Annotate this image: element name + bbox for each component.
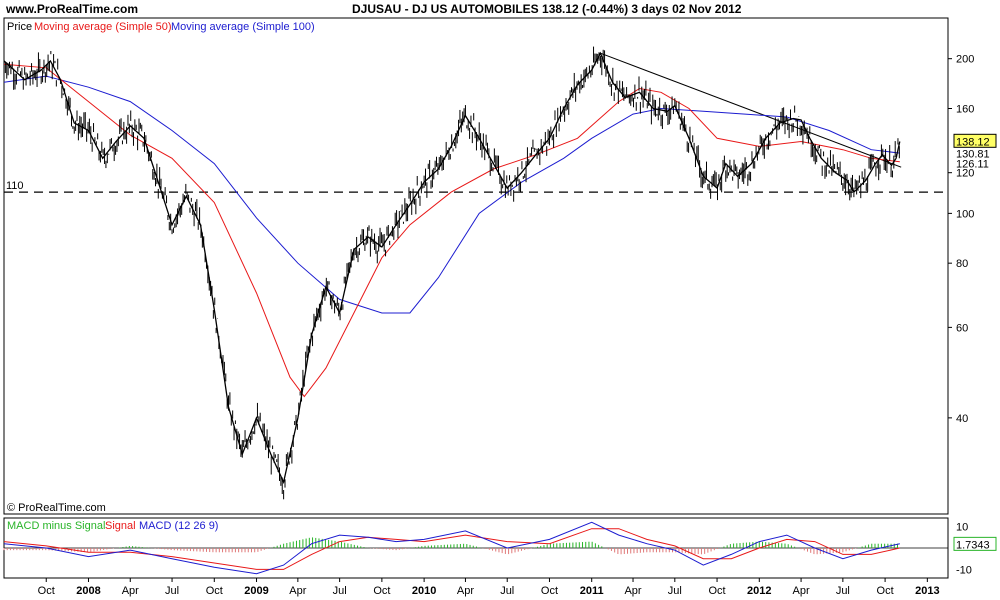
chart-header: www.ProRealTime.com DJUSAU - DJ US AUTOM… <box>0 0 1000 18</box>
x-tick-label: 2013 <box>915 585 939 597</box>
price-y-tick-label: 120 <box>956 168 974 180</box>
x-tick-label: Jul <box>500 585 514 597</box>
resistance-trendline <box>600 52 902 168</box>
macd-y-tick-label: 10 <box>956 522 968 534</box>
x-tick-label: 2008 <box>76 585 100 597</box>
macd-last-value-box <box>953 536 997 551</box>
x-tick-label: Apr <box>793 585 810 597</box>
legend-ma50: Moving average (Simple 50) <box>34 21 172 33</box>
price-panel-frame <box>3 17 949 515</box>
macd-line <box>3 521 900 575</box>
x-tick-label: 2011 <box>580 585 604 597</box>
x-tick-label: Jul <box>165 585 179 597</box>
x-tick-label: Apr <box>457 585 474 597</box>
x-tick-label: Oct <box>877 585 894 597</box>
price-y-tick-label: 100 <box>956 208 974 220</box>
price-y-tick-label: 160 <box>956 103 974 115</box>
macd-last-value: 1.7343 <box>956 539 990 551</box>
signal-line <box>3 528 900 570</box>
x-tick-label: Apr <box>122 585 139 597</box>
x-tick-label: Oct <box>708 585 725 597</box>
legend-signal: Signal <box>105 520 136 532</box>
last-price-box <box>953 133 997 148</box>
x-tick-label: 2009 <box>244 585 268 597</box>
x-tick-label: 2012 <box>747 585 771 597</box>
ma50-value-label: 126.11 <box>956 158 989 170</box>
watermark: © ProRealTime.com <box>7 502 106 514</box>
x-tick-label: Jul <box>836 585 850 597</box>
x-tick-label: Apr <box>289 585 306 597</box>
legend-price: Price <box>7 21 32 33</box>
price-y-tick-label: 80 <box>956 258 968 270</box>
x-tick-label: Oct <box>206 585 223 597</box>
ma50-line <box>3 63 900 398</box>
site-name: www.ProRealTime.com <box>6 2 139 16</box>
macd-y-tick-label: -10 <box>956 564 972 576</box>
ma100-value-label: 130.81 <box>956 148 990 160</box>
x-tick-label: Apr <box>624 585 641 597</box>
price-y-tick-label: 40 <box>956 413 968 425</box>
last-price-label: 138.12 <box>956 136 990 148</box>
x-tick-label: Jul <box>668 585 682 597</box>
legend-macd-minus-signal: MACD minus Signal <box>7 520 105 532</box>
support-line-label: 110 <box>6 180 24 192</box>
price-line <box>3 51 901 485</box>
legend-macd: MACD (12 26 9) <box>139 520 218 532</box>
x-tick-label: Jul <box>333 585 347 597</box>
x-tick-label: Oct <box>541 585 558 597</box>
ma100-line <box>3 75 900 314</box>
x-tick-label: 2010 <box>412 585 436 597</box>
instrument-title: DJUSAU - DJ US AUTOMOBILES 138.12 (-0.44… <box>352 2 742 16</box>
x-tick-label: Oct <box>38 585 55 597</box>
price-y-tick-label: 60 <box>956 322 968 334</box>
price-y-tick-label: 200 <box>956 54 974 66</box>
x-tick-label: Oct <box>373 585 390 597</box>
legend-ma100: Moving average (Simple 100) <box>171 21 315 33</box>
